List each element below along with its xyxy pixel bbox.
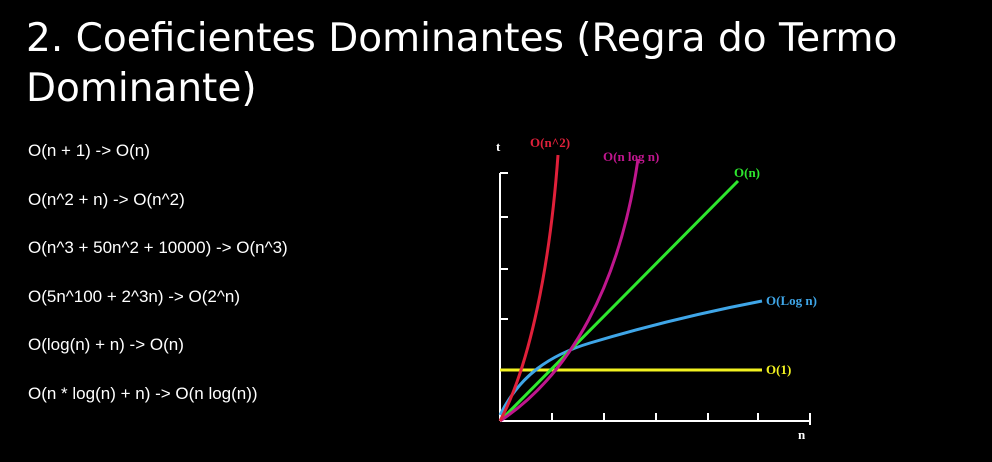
rule-item: O(n^2 + n) -> O(n^2) [28,189,185,209]
curve-label-linear: O(n) [734,165,760,180]
curve-label-quadratic: O(n^2) [530,135,570,150]
curve-quadratic [498,154,560,422]
curve-label-n-log-n: O(n log n) [603,149,659,164]
curve-linear [498,179,740,423]
curve-n-log-n [499,158,640,423]
slide-title: 2. Coeficientes Dominantes (Regra do Ter… [26,16,898,111]
curve-logarithmic [498,299,763,416]
y-axis-label: t [496,139,501,154]
rule-item: O(n * log(n) + n) -> O(n log(n)) [28,383,258,403]
rule-item: O(5n^100 + 2^3n) -> O(2^n) [28,286,240,306]
x-axis-label: n [798,427,806,442]
rule-item: O(n^3 + 50n^2 + 10000) -> O(n^3) [28,238,288,258]
rules-list: O(n + 1) -> O(n) O(n^2 + n) -> O(n^2) O(… [28,140,288,432]
rule-item: O(n + 1) -> O(n) [28,141,150,160]
complexity-graph: t n O(n^2) O(n log n) O(n) O(Log n) O(1) [496,135,817,442]
rule-item: O(log(n) + n) -> O(n) [28,335,184,355]
curve-label-logarithmic: O(Log n) [766,293,817,308]
curve-label-constant: O(1) [766,362,791,377]
